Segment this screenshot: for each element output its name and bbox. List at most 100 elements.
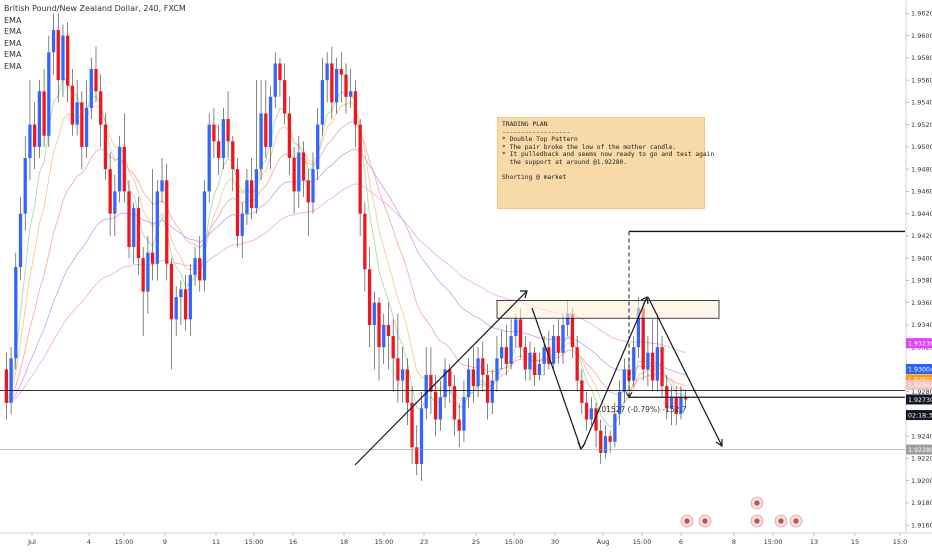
candle-body [419,408,424,465]
candle [18,196,23,281]
candle-body [537,363,542,375]
event-icon-dot [702,518,708,524]
price-tag-label: 1.92862 [908,382,932,389]
candle [419,391,424,481]
x-tick-label: 11 [212,538,220,546]
candle-body [561,324,565,353]
candle-body [438,397,442,420]
symbol-title[interactable]: British Pound/New Zealand Dollar, 240, F… [4,4,186,13]
supply-zone [496,300,720,319]
candle [514,313,518,348]
candle-body [216,141,221,159]
candle-body [599,430,603,453]
candle [457,402,461,448]
candle [212,107,216,159]
price-tag [906,444,932,455]
candle-body [202,191,207,281]
candle [183,274,188,331]
candle-body [301,152,306,181]
candle [448,363,452,403]
candle-body [575,347,579,381]
candle [660,336,664,398]
indicator-label[interactable]: EMA [4,15,22,25]
candle-body [155,191,159,264]
candle [495,336,499,392]
x-tick-label: 6 [679,538,683,546]
x-tick-label: 23 [420,538,428,546]
candle [683,389,688,409]
candle-body [70,85,75,125]
candle-body [481,358,485,375]
candle-body [429,374,433,392]
x-tick-label: 15:00 [764,538,783,546]
candle-body [221,119,226,159]
x-tick-label: 15 [851,538,859,546]
candle [617,380,622,426]
y-tick-label: 1.95200 [911,121,932,129]
event-icon-dot [778,518,784,524]
indicator-label[interactable]: EMA [4,61,22,71]
indicator-label[interactable]: EMA [4,27,22,36]
x-tick-label: 4 [87,538,91,546]
candle [655,313,659,392]
plan-bullet: * The pair broke the low of the mother c… [502,143,677,151]
candle-body [9,358,13,403]
candle [117,135,122,203]
candle-body [580,380,584,403]
plan-bullet: the support at around @1.92280. [502,158,628,166]
candle-body [452,386,457,420]
candle [325,52,329,103]
candle [476,347,480,398]
candle-body [51,30,56,53]
candle-body [485,374,490,403]
candle [580,369,584,414]
candle-body [278,63,282,81]
candle-body [287,113,292,159]
candle [344,63,348,114]
candle-body [207,124,211,192]
y-tick-label: 1.92200 [911,455,932,463]
candle [84,80,89,159]
candle-body [169,263,174,320]
y-tick-label: 1.92000 [911,477,932,485]
candle [632,336,636,387]
candle-body [235,169,240,236]
candle-body [466,369,471,398]
candle-body [391,336,395,359]
candle [56,13,60,103]
candle [273,52,277,108]
candle [89,57,93,120]
candle-body [113,191,117,214]
indicator-label[interactable]: EMA [4,50,22,59]
candle [386,302,391,370]
trading-plan-note[interactable]: TRADING PLAN ------------------ * Double T… [497,117,714,209]
indicator-label[interactable]: EMA [4,38,22,48]
y-tick-label: 1.95000 [911,143,932,151]
candle-body [603,436,608,453]
candle-body [122,146,126,192]
candle-body [94,68,98,92]
event-icon-dot [793,518,799,524]
plan-rule: ------------------ [502,128,571,136]
x-tick-label: 15:0 [893,538,908,546]
candle [533,347,537,387]
event-icon-dot [754,518,760,524]
candle-body [245,180,249,214]
candle [561,313,565,364]
x-tick-label: 15:00 [633,538,652,546]
x-tick-label: 9 [163,538,167,546]
candle-body [641,308,645,370]
candle-body [14,267,18,359]
price-tag [906,338,932,349]
x-tick-label: 15:00 [115,538,134,546]
candle-body [108,169,112,214]
price-tag [906,379,932,390]
candle [438,380,442,431]
arrow-head [640,296,649,305]
candle-body [339,68,343,75]
candle-body [311,169,315,203]
candle-body [193,258,197,275]
candle [622,358,626,403]
candle-body [344,74,348,97]
